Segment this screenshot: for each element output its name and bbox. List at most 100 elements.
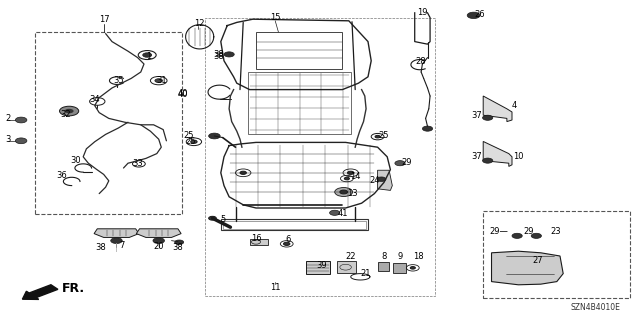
Text: |: | [115,243,118,252]
Circle shape [191,140,197,143]
Circle shape [422,126,433,131]
Text: 40: 40 [177,90,188,99]
Text: 9: 9 [397,252,403,261]
Text: 38: 38 [214,50,224,59]
Text: 21: 21 [361,269,371,278]
Text: 28: 28 [416,57,426,66]
Circle shape [467,12,480,19]
Circle shape [335,188,353,196]
Text: 39: 39 [316,261,326,270]
Text: 17: 17 [99,15,109,24]
Bar [223,221,366,229]
Circle shape [111,238,122,244]
Text: 7: 7 [119,241,124,250]
Text: 14: 14 [351,172,361,181]
Text: 32: 32 [61,110,71,119]
Bar [337,261,356,273]
Polygon shape [136,229,181,237]
Text: 41: 41 [337,209,348,218]
Circle shape [209,216,216,220]
Bar [250,239,268,245]
Circle shape [512,233,522,238]
Bar [483,211,630,298]
Text: 3: 3 [5,135,10,144]
Circle shape [224,52,234,57]
Text: 22: 22 [346,252,356,261]
Polygon shape [378,170,392,190]
Text: 6: 6 [285,236,291,244]
Text: 19: 19 [417,8,428,17]
Text: FR.: FR. [62,282,85,295]
Text: 31: 31 [156,76,166,85]
Text: 37: 37 [472,152,482,161]
Circle shape [348,171,354,174]
Text: 29: 29 [524,227,534,236]
Text: 29: 29 [401,158,412,167]
Text: 37: 37 [472,111,482,120]
Circle shape [375,135,380,138]
Bar [306,261,330,274]
Circle shape [240,171,246,174]
Text: 24: 24 [369,176,380,185]
Circle shape [344,177,349,180]
Text: 12: 12 [195,20,205,28]
Circle shape [15,138,27,144]
Text: 27: 27 [532,256,543,265]
Polygon shape [94,229,139,237]
Text: 16: 16 [251,234,261,243]
Circle shape [175,240,184,244]
Text: 40: 40 [177,89,188,98]
Text: 38: 38 [173,243,183,252]
Circle shape [410,267,415,269]
Circle shape [377,177,386,181]
Text: 10: 10 [513,152,524,161]
Text: 13: 13 [348,189,358,198]
Text: 15: 15 [270,13,280,22]
Text: 11: 11 [270,283,280,292]
Circle shape [60,106,79,116]
Text: 2: 2 [5,114,10,123]
Bar [221,219,368,230]
Circle shape [340,190,348,194]
Text: 29—: 29— [490,227,509,236]
Circle shape [531,233,541,238]
Text: 38: 38 [214,52,224,61]
Text: 20: 20 [154,242,164,251]
Text: 26: 26 [475,10,485,19]
Text: 4: 4 [511,101,516,110]
Text: 23: 23 [550,227,561,236]
Polygon shape [492,251,563,285]
Text: 34: 34 [90,95,100,104]
Bar [378,262,389,271]
Circle shape [15,117,27,123]
Text: 35: 35 [113,76,124,85]
Text: 36: 36 [56,172,67,180]
Circle shape [209,133,220,139]
Polygon shape [483,141,512,166]
Text: 38: 38 [95,243,106,252]
Text: 25: 25 [379,131,389,140]
Bar [248,72,351,134]
Bar [256,32,342,69]
Text: 1: 1 [146,52,151,61]
Bar [35,32,182,214]
Circle shape [65,109,74,113]
Bar [393,263,406,273]
Text: 33: 33 [132,159,143,168]
Text: SZN4B4010E: SZN4B4010E [570,303,620,312]
Text: 5: 5 [220,215,225,224]
Polygon shape [483,96,512,122]
Text: 25: 25 [186,137,196,146]
Circle shape [483,115,493,120]
Bar [205,18,435,296]
Circle shape [284,242,290,245]
Text: 18: 18 [413,252,423,261]
Text: 25: 25 [184,131,194,140]
Circle shape [155,79,163,83]
Circle shape [143,53,152,57]
FancyArrow shape [22,285,58,300]
Text: 30: 30 [70,156,81,165]
Circle shape [153,238,164,244]
Circle shape [395,161,405,166]
Circle shape [483,158,493,163]
